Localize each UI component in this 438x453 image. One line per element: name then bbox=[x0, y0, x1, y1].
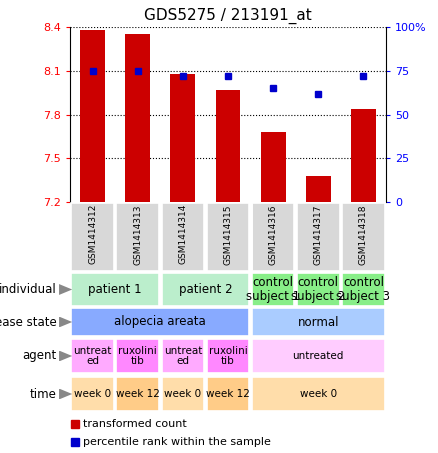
Polygon shape bbox=[59, 317, 72, 328]
Bar bbox=[71, 203, 114, 270]
Bar bbox=[297, 203, 339, 270]
Bar bbox=[252, 203, 294, 270]
Bar bbox=[170, 74, 195, 202]
Text: GSM1414316: GSM1414316 bbox=[268, 204, 278, 265]
Polygon shape bbox=[59, 389, 72, 400]
Text: agent: agent bbox=[23, 350, 57, 362]
Text: normal: normal bbox=[297, 315, 339, 328]
Bar bbox=[252, 338, 385, 373]
Bar bbox=[71, 274, 159, 306]
Bar bbox=[207, 376, 249, 411]
Bar bbox=[207, 203, 249, 270]
Text: patient 1: patient 1 bbox=[88, 283, 142, 296]
Text: disease state: disease state bbox=[0, 315, 57, 328]
Text: control
subject 2: control subject 2 bbox=[291, 276, 345, 303]
Text: untreat
ed: untreat ed bbox=[74, 346, 112, 366]
Text: patient 2: patient 2 bbox=[179, 283, 232, 296]
Polygon shape bbox=[59, 351, 72, 361]
Bar bbox=[71, 308, 249, 336]
Text: time: time bbox=[30, 387, 57, 400]
Bar bbox=[117, 338, 159, 373]
Bar bbox=[80, 30, 105, 202]
Text: ruxolini
tib: ruxolini tib bbox=[208, 346, 247, 366]
Bar bbox=[125, 34, 150, 202]
Bar bbox=[252, 376, 385, 411]
Bar bbox=[162, 203, 204, 270]
Text: percentile rank within the sample: percentile rank within the sample bbox=[83, 437, 271, 447]
Text: control
subject 3: control subject 3 bbox=[336, 276, 390, 303]
Polygon shape bbox=[59, 284, 72, 295]
Text: week 12: week 12 bbox=[116, 389, 160, 399]
Text: GSM1414314: GSM1414314 bbox=[178, 204, 187, 265]
Bar bbox=[342, 203, 385, 270]
Title: GDS5275 / 213191_at: GDS5275 / 213191_at bbox=[144, 8, 312, 24]
Text: GSM1414313: GSM1414313 bbox=[133, 204, 142, 265]
Text: week 0: week 0 bbox=[164, 389, 201, 399]
Bar bbox=[297, 274, 339, 306]
Text: untreated: untreated bbox=[293, 351, 344, 361]
Bar bbox=[342, 274, 385, 306]
Text: GSM1414318: GSM1414318 bbox=[359, 204, 368, 265]
Bar bbox=[306, 176, 331, 202]
Bar bbox=[351, 109, 376, 202]
Bar bbox=[162, 274, 249, 306]
Text: control
subject 1: control subject 1 bbox=[246, 276, 300, 303]
Text: untreat
ed: untreat ed bbox=[164, 346, 202, 366]
Bar bbox=[117, 203, 159, 270]
Text: transformed count: transformed count bbox=[83, 419, 187, 429]
Bar bbox=[261, 132, 286, 202]
Bar bbox=[252, 274, 294, 306]
Text: alopecia areata: alopecia areata bbox=[114, 315, 206, 328]
Text: week 0: week 0 bbox=[74, 389, 111, 399]
Text: GSM1414315: GSM1414315 bbox=[223, 204, 233, 265]
Bar bbox=[71, 338, 114, 373]
Text: individual: individual bbox=[0, 283, 57, 296]
Bar bbox=[71, 376, 114, 411]
Bar bbox=[252, 308, 385, 336]
Bar bbox=[207, 338, 249, 373]
Bar bbox=[117, 376, 159, 411]
Text: GSM1414317: GSM1414317 bbox=[314, 204, 323, 265]
Bar bbox=[215, 90, 240, 202]
Bar bbox=[162, 376, 204, 411]
Text: week 0: week 0 bbox=[300, 389, 337, 399]
Bar bbox=[162, 338, 204, 373]
Text: GSM1414312: GSM1414312 bbox=[88, 204, 97, 265]
Text: ruxolini
tib: ruxolini tib bbox=[118, 346, 157, 366]
Text: week 12: week 12 bbox=[206, 389, 250, 399]
